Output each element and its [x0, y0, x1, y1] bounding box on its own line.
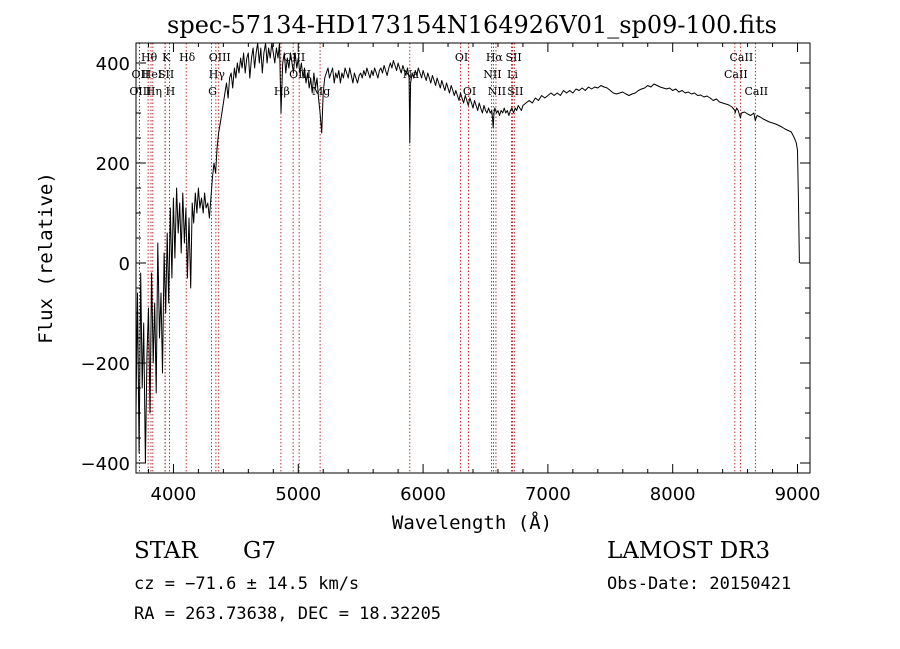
x-tick-label-0: 4000	[151, 484, 197, 505]
marker-label-10: Hγ	[209, 68, 226, 81]
marker-label-8: Hδ	[179, 51, 196, 64]
marker-label-11: G	[208, 85, 217, 98]
y-axis: −400 −200 0 200 400	[81, 54, 810, 475]
chart-title: spec-57134-HD173154N164926V01_sp09-100.f…	[167, 11, 777, 39]
marker-label-5: K	[162, 51, 171, 64]
marker-label-21: NII	[488, 85, 506, 98]
x-axis-label: Wavelength (Å)	[392, 511, 552, 534]
marker-label-19: Hα	[486, 51, 504, 64]
marker-label-3: HeI	[142, 68, 162, 81]
x-tick-label-3: 7000	[525, 484, 571, 505]
y-axis-label: Flux (relative)	[35, 172, 57, 344]
marker-label-4: Hη	[146, 85, 162, 98]
marker-label-2: Hθ	[141, 51, 158, 64]
marker-label-26: CaII	[724, 68, 748, 81]
marker-label-6: SII	[158, 68, 174, 81]
y-tick-label-3: 200	[96, 154, 130, 175]
marker-label-20: NII	[483, 68, 501, 81]
marker-label-1: OIII	[129, 85, 151, 98]
marker-label-15: Mg	[312, 85, 330, 98]
x-tick-label-4: 8000	[650, 484, 696, 505]
y-tick-label-0: −400	[81, 454, 130, 475]
x-tick-label-5: 9000	[775, 484, 821, 505]
survey-name: LAMOST DR3	[607, 538, 771, 564]
marker-label-7: H	[166, 85, 176, 98]
marker-label-17: OI	[455, 51, 468, 64]
y-tick-label-1: −200	[81, 354, 130, 375]
marker-label-23: Li	[507, 68, 518, 81]
x-tick-label-2: 6000	[400, 484, 446, 505]
object-class: STAR	[134, 538, 198, 564]
marker-label-25: CaII	[730, 51, 754, 64]
spectrum-line-0	[135, 42, 800, 464]
spectrum-series	[135, 42, 800, 464]
y-tick-label-4: 400	[96, 54, 130, 75]
spectral-subclass: G7	[243, 538, 277, 564]
marker-label-27: CaII	[744, 85, 768, 98]
x-axis: 4000 5000 6000 7000 8000 9000	[147, 43, 821, 505]
observation-date: Obs-Date: 20150421	[607, 574, 792, 594]
ra-dec-coordinates: RA = 263.73638, DEC = 18.32205	[134, 604, 442, 624]
marker-label-18: OI	[463, 85, 476, 98]
marker-label-24: SII	[507, 85, 523, 98]
x-tick-label-1: 5000	[275, 484, 321, 505]
marker-label-13: OIII	[283, 51, 305, 64]
y-tick-label-2: 0	[119, 254, 130, 275]
redshift-cz: cz = −71.6 ± 14.5 km/s	[134, 574, 360, 594]
marker-label-22: SII	[505, 51, 521, 64]
marker-label-9: OIII	[209, 51, 231, 64]
